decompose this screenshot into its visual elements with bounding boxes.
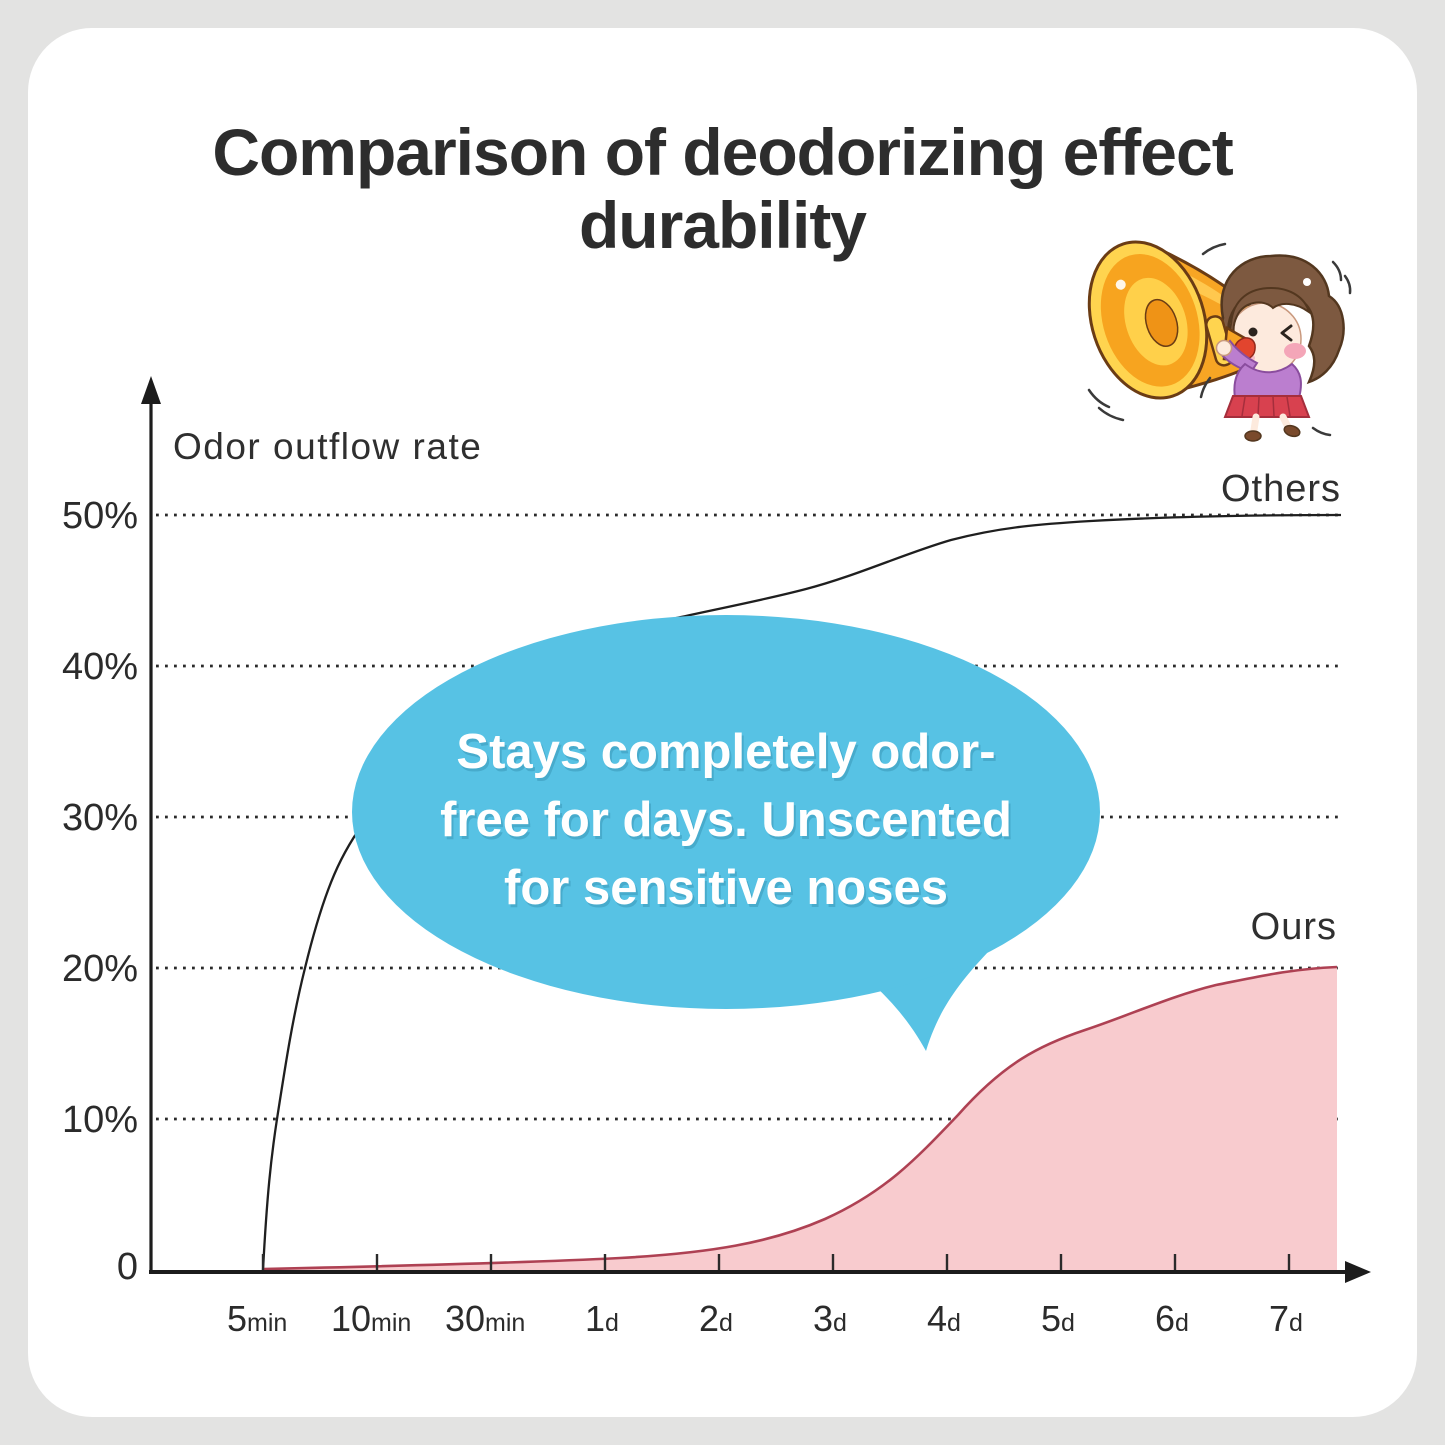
y-axis-title: Odor outflow rate	[173, 426, 482, 467]
motion-line	[1199, 376, 1212, 399]
girl-sweater	[1233, 362, 1302, 399]
xtick-label-6d: 6 d	[1155, 1298, 1189, 1339]
girl-eye-wink	[1280, 324, 1293, 342]
xtick-unit: min	[371, 1309, 411, 1337]
motion-line	[1087, 388, 1111, 409]
xtick-label-10min: 10 min	[331, 1298, 411, 1339]
speech-bubble-body	[352, 615, 1100, 1009]
ytick-label-20: 20%	[62, 948, 138, 990]
motion-line	[1097, 406, 1125, 422]
girl-hair	[1220, 254, 1345, 385]
ours-area	[263, 967, 1337, 1271]
xtick-num: 3	[813, 1298, 833, 1339]
girl-skirt	[1223, 395, 1311, 418]
girl-hair-highlight	[1303, 278, 1311, 286]
xtick-label-1d: 1 d	[585, 1298, 619, 1339]
ytick-label-0: 0	[117, 1246, 138, 1288]
skirt-pleat	[1241, 396, 1246, 417]
xtick-label-3d: 3 d	[813, 1298, 847, 1339]
girl-shoe	[1283, 424, 1301, 438]
ytick-label-40: 40%	[62, 646, 138, 688]
xtick-label-5d: 5 d	[1041, 1298, 1075, 1339]
girl-blush	[1284, 343, 1306, 359]
xtick-unit: d	[1175, 1309, 1189, 1337]
xtick-unit: d	[1289, 1309, 1303, 1337]
motion-line	[1201, 242, 1227, 256]
xtick-label-7d: 7 d	[1269, 1298, 1303, 1339]
xtick-num: 1	[585, 1298, 605, 1339]
xtick-num: 4	[927, 1298, 947, 1339]
motion-line	[1311, 426, 1332, 437]
xtick-unit: min	[485, 1309, 525, 1337]
bubble-text-line-3: for sensitive noses	[504, 861, 948, 915]
xtick-unit: d	[1061, 1309, 1075, 1337]
skirt-pleat	[1286, 396, 1291, 417]
xtick-label-30min: 30 min	[445, 1298, 525, 1339]
xtick-unit: d	[947, 1309, 961, 1337]
xtick-label-4d: 4 d	[927, 1298, 961, 1339]
girl-hand	[1215, 339, 1233, 357]
bubble-text-line-1: Stays completely odor-	[456, 725, 995, 779]
xtick-label-2d: 2 d	[699, 1298, 733, 1339]
xtick-label-5min: 5 min	[227, 1298, 287, 1339]
xtick-num: 7	[1269, 1298, 1289, 1339]
page-title: Comparison of deodorizing effect durabil…	[212, 115, 1233, 262]
megaphone-girl-illustration	[1087, 240, 1352, 442]
xtick-num: 5	[1041, 1298, 1061, 1339]
skirt-pleat	[1257, 396, 1260, 417]
others-series-label: Others	[1221, 468, 1341, 510]
ours-curve	[262, 965, 1338, 1271]
xtick-num: 6	[1155, 1298, 1175, 1339]
xtick-unit: min	[247, 1309, 287, 1337]
xtick-num: 30	[445, 1298, 485, 1339]
girl-eye-dot	[1248, 327, 1258, 337]
xtick-num: 5	[227, 1298, 247, 1339]
megaphone-bell	[1087, 240, 1209, 400]
ytick-label-10: 10%	[62, 1099, 138, 1141]
x-axis-arrow-icon	[1345, 1261, 1371, 1283]
xtick-num: 2	[699, 1298, 719, 1339]
xtick-unit: d	[605, 1309, 619, 1337]
y-axis-arrow-icon	[141, 376, 161, 404]
speech-bubble-text: Stays completely odor- free for days. Un…	[440, 725, 1012, 915]
megaphone-bell-core	[1144, 298, 1179, 347]
xtick-num: 10	[331, 1298, 371, 1339]
ytick-label-50: 50%	[62, 495, 138, 537]
girl-shoe	[1244, 430, 1262, 442]
motion-line	[1331, 260, 1343, 282]
skirt-pleat	[1272, 396, 1275, 417]
xtick-unit: d	[833, 1309, 847, 1337]
bubble-text-line-2: free for days. Unscented	[440, 793, 1012, 847]
megaphone-bell-highlight	[1115, 279, 1126, 290]
ytick-label-30: 30%	[62, 797, 138, 839]
speech-bubble: Stays completely odor- free for days. Un…	[352, 615, 1100, 1051]
ours-series-label: Ours	[1251, 906, 1337, 948]
girl-leg	[1250, 413, 1260, 434]
xtick-unit: d	[719, 1309, 733, 1337]
motion-line	[1343, 274, 1352, 295]
